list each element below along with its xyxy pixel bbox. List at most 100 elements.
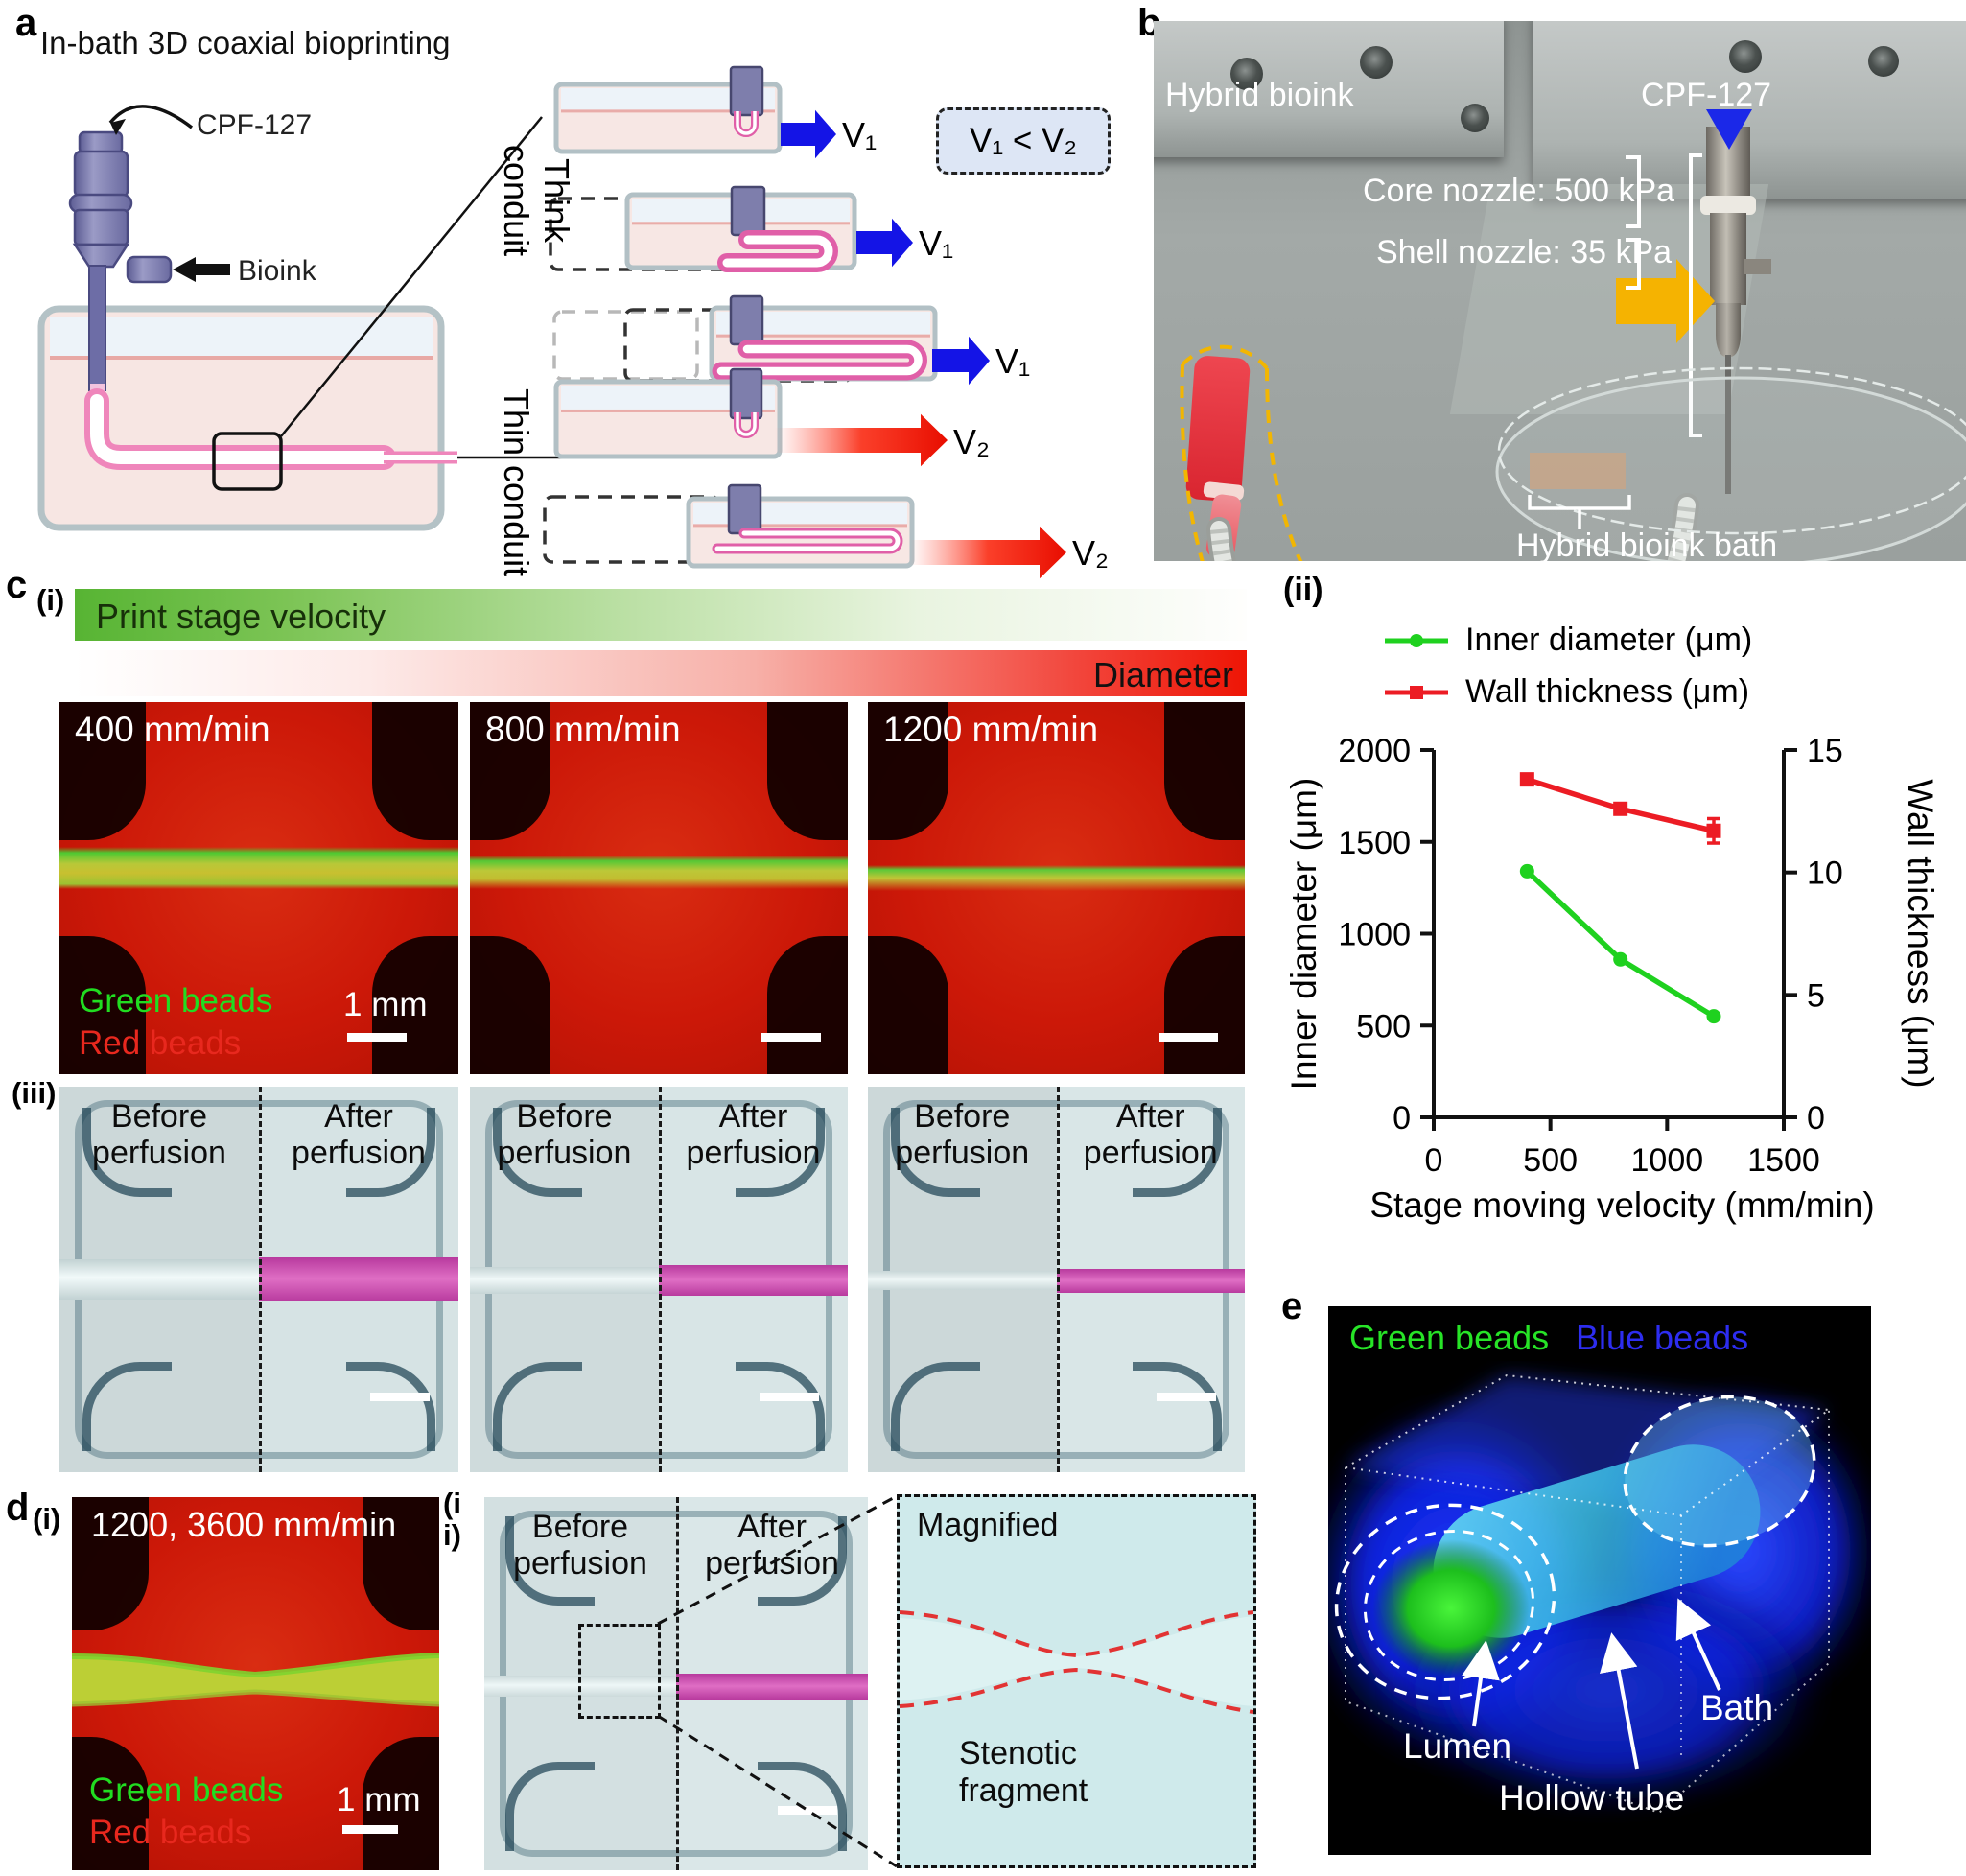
red-beads-label: Red beads <box>89 1814 252 1851</box>
v1-arrow <box>932 336 990 386</box>
series-line <box>1525 869 1716 1020</box>
stenosis-outline <box>900 1610 1253 1714</box>
cpf-pointer-arrow <box>108 105 194 129</box>
perfusion-chip-400: Before perfusion After perfusion <box>59 1087 458 1472</box>
scale-bar <box>342 1825 398 1834</box>
x-tick-label: 0 <box>1425 1142 1443 1179</box>
screw-icon <box>1461 104 1489 132</box>
machine-frame-left <box>1154 21 1504 157</box>
x-tick-label: 1500 <box>1747 1142 1820 1179</box>
nozzle-taper <box>1716 303 1741 357</box>
left-axis-title: Inner diameter (μm) <box>1284 778 1323 1090</box>
needle <box>1725 355 1731 494</box>
core-bracket <box>1626 155 1641 228</box>
legend-label: Wall thickness (μm) <box>1465 673 1750 710</box>
bath-arrow <box>1675 1598 1721 1691</box>
velocity-gradient-bar: Print stage velocity <box>75 589 1247 641</box>
v1-label-2: V₁ <box>919 223 954 263</box>
before-perfusion-label: Before perfusion <box>513 1509 647 1583</box>
velocity-note-box: V₁ < V₂ <box>936 107 1111 175</box>
right-tick-label: 10 <box>1807 856 1843 892</box>
perfusion-chip-800: Before perfusion After perfusion <box>470 1087 848 1472</box>
panel-d-ii-label: (ii) <box>443 1487 461 1552</box>
data-point <box>1519 863 1534 879</box>
left-tick-label: 0 <box>1393 1100 1411 1137</box>
shell-nozzle-label: Shell nozzle: 35 kPa <box>1376 234 1673 270</box>
panel-c-iii-label: (iii) <box>12 1076 57 1110</box>
legend-swatch-red <box>1385 685 1448 699</box>
bath-bracket <box>1528 495 1631 529</box>
bioink-port <box>126 255 173 284</box>
after-perfusion-label: After perfusion <box>686 1098 821 1172</box>
after-perfusion-label: After perfusion <box>292 1098 426 1172</box>
left-tick-label: 2000 <box>1338 733 1411 769</box>
before-after-divider <box>676 1497 679 1870</box>
perfusion-chip-1200: Before perfusion After perfusion <box>868 1087 1245 1472</box>
blue-beads-label: Blue beads <box>1576 1318 1749 1357</box>
scale-text: 1 mm <box>343 986 428 1023</box>
legend-label: Inner diameter (μm) <box>1465 621 1753 658</box>
confocal-render <box>1328 1373 1871 1815</box>
lumen-label: Lumen <box>1403 1726 1512 1766</box>
nozzle-bracket <box>1689 153 1702 437</box>
diameter-thickness-chart: 0 500 1000 1500 2000 0 5 10 15 0 500 1000 1500 Inner … <box>1284 733 1940 1225</box>
panel-d-label: d <box>6 1487 30 1529</box>
screw-icon <box>1230 58 1263 90</box>
cpf-label: CPF-127 <box>197 109 313 141</box>
zoom-box <box>212 432 283 491</box>
tube-after <box>659 1265 848 1296</box>
printed-tube-stripe <box>470 856 848 889</box>
bioink-bath-sample <box>1530 453 1626 489</box>
tube-after <box>259 1257 458 1301</box>
core-nozzle-label: Core nozzle: 500 kPa <box>1363 173 1675 209</box>
lumen-arrow <box>1462 1640 1500 1727</box>
scale-bar <box>760 1393 819 1401</box>
panel-a-title: In-bath 3D coaxial bioprinting <box>40 25 451 60</box>
bath-photo-label: Hybrid bioink bath <box>1516 528 1778 561</box>
tube-outer-outline <box>1334 1503 1556 1700</box>
magnified-panel: Magnified Stenotic fragment <box>897 1494 1256 1868</box>
bath-surface-line <box>50 356 433 360</box>
data-point <box>1613 951 1628 967</box>
coaxial-nozzle <box>68 130 173 409</box>
data-point <box>1519 772 1534 787</box>
screw-icon <box>1868 46 1899 77</box>
before-perfusion-label: Before perfusion <box>92 1098 226 1172</box>
panel-c-ii-label: (ii) <box>1283 572 1323 608</box>
green-beads-label: Green beads <box>1349 1318 1550 1357</box>
scale-bar <box>1157 1393 1216 1401</box>
scale-bar <box>761 1033 821 1042</box>
nozzle-ring <box>1700 196 1756 215</box>
tube-after <box>676 1674 868 1700</box>
scale-bar <box>347 1033 407 1042</box>
right-tick-label: 0 <box>1807 1100 1825 1137</box>
data-point <box>1706 1009 1721 1024</box>
speed-label: 800 mm/min <box>485 710 681 749</box>
scale-bar <box>370 1393 430 1401</box>
scale-bar <box>1159 1033 1218 1042</box>
legend-item-wall-thickness: Wall thickness (μm) <box>1383 673 1749 711</box>
panel-d-i-label: (i) <box>33 1502 61 1536</box>
v1-label-1: V₁ <box>842 115 878 154</box>
bath-air-band <box>50 317 433 358</box>
hollow-tube-label: Hollow tube <box>1499 1778 1685 1817</box>
left-tick-label: 1500 <box>1338 825 1411 861</box>
panel-e-label: e <box>1281 1285 1303 1327</box>
v1-arrow <box>856 218 913 268</box>
before-perfusion-label: Before perfusion <box>497 1098 632 1172</box>
green-beads-label: Green beads <box>79 982 273 1020</box>
tube-before <box>470 1267 659 1294</box>
after-perfusion-label: After perfusion <box>705 1509 839 1583</box>
tube-outline-dashed <box>1180 363 1205 561</box>
right-tick-label: 15 <box>1807 733 1843 769</box>
legend-swatch-green <box>1385 633 1448 647</box>
bath-label: Bath <box>1700 1688 1774 1727</box>
speed-label: 1200 mm/min <box>883 710 1099 749</box>
diameter-gradient-bar: Diameter <box>75 650 1247 696</box>
blue-triangle-marker <box>1706 109 1752 150</box>
tube-before <box>868 1271 1057 1290</box>
right-tick-label: 5 <box>1807 977 1825 1014</box>
scale-text: 1 mm <box>337 1781 421 1818</box>
left-tick-label: 500 <box>1356 1008 1411 1044</box>
